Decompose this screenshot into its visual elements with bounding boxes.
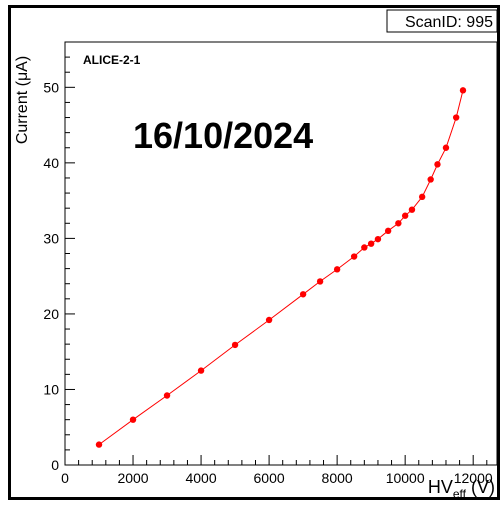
data-series [95, 87, 467, 448]
date-overlay: 16/10/2024 [133, 115, 313, 156]
scan-id-label: ScanID: 995 [405, 14, 493, 31]
y-tick-label: 30 [43, 230, 59, 246]
data-point [367, 240, 375, 247]
data-point [299, 291, 307, 298]
data-point [231, 341, 239, 349]
data-point [95, 441, 103, 448]
axes: 0 2000 4000 6000 8000 10000 12000 0 10 20 30 40 50 [43, 41, 493, 486]
data-point [395, 220, 402, 227]
y-tick-label: 40 [43, 155, 59, 171]
y-tick-label: 50 [43, 79, 59, 95]
data-point [350, 253, 358, 260]
x-tick-label: 6000 [254, 470, 285, 486]
plot-frame [64, 41, 497, 466]
plot-canvas: ScanID: 995 ALICE-2-1 16/10/2024 Current… [8, 5, 500, 500]
detector-label: ALICE-2-1 [83, 53, 141, 67]
x-tick-label: 4000 [185, 470, 216, 486]
data-point [374, 235, 382, 243]
data-point [452, 114, 460, 121]
data-point [434, 161, 441, 168]
y-tick-label: 20 [43, 306, 59, 322]
data-point [427, 176, 434, 183]
data-point [418, 193, 426, 201]
x-tick-label: 2000 [117, 470, 148, 486]
data-point [384, 227, 392, 235]
data-point [163, 392, 171, 399]
x-tick-label: 12000 [454, 470, 493, 486]
data-point [197, 367, 205, 374]
x-tick-label: 8000 [322, 470, 353, 486]
y-tick-label: 0 [51, 457, 59, 473]
data-point [316, 278, 324, 285]
data-point [333, 266, 341, 273]
y-axis-label: Current (μA) [14, 56, 31, 144]
data-point [408, 206, 416, 213]
data-point [442, 144, 450, 151]
data-point [361, 244, 368, 251]
data-point [265, 316, 273, 324]
y-tick-label: 10 [43, 381, 59, 397]
chart-svg: ScanID: 995 ALICE-2-1 16/10/2024 Current… [14, 9, 497, 497]
x-tick-label: 10000 [386, 470, 425, 486]
data-point [459, 87, 467, 94]
data-point [129, 416, 137, 423]
scan-id-box [386, 9, 497, 33]
data-point [401, 212, 409, 219]
x-axis-label: HVeff (V) [428, 477, 495, 497]
x-tick-label: 0 [61, 470, 69, 486]
